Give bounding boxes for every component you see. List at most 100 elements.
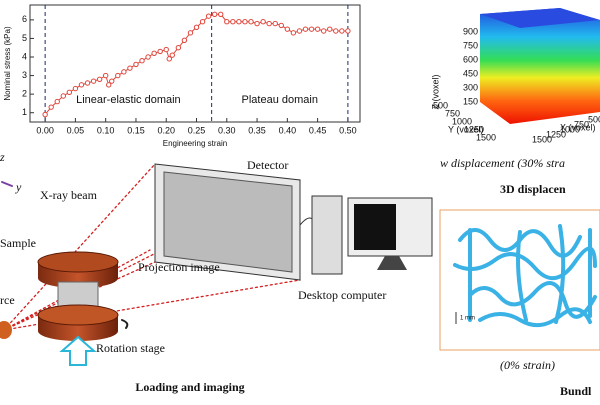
network [453,224,597,328]
y-tick-label: 1250 [464,124,484,134]
point [84,80,91,86]
point [169,52,175,58]
x-tick-label: 0.25 [188,125,206,135]
x-tick-label: 0.00 [36,125,54,135]
x-axis-title: Engineering strain [163,139,227,148]
point [236,19,242,25]
point [166,56,172,62]
y-tick-label: 5 [22,33,27,43]
point [109,78,115,84]
title: 3D displacen [500,182,566,196]
point [193,24,200,30]
caption: (0% strain) [500,358,555,372]
point [327,26,333,32]
y-tick-label: 6 [22,14,27,24]
point [218,11,224,17]
point [163,46,169,53]
axis-title: Z (voxel) [430,74,440,109]
y-tick-label: 1500 [476,132,496,142]
point [121,69,127,75]
bundle-panel: 1 mm (0% strain) Bundl [439,209,600,398]
point [272,20,278,27]
axis-title: Y (voxel) [448,124,483,134]
x-tick-label: 0.45 [309,125,327,135]
label: X-ray beam [40,188,98,202]
z-tick-label: 750 [463,40,478,50]
displacement-cube: Z (voxel) 900 750 600 450 300 150 Y (voxel) X… [430,8,600,196]
x-tick-label: 0.05 [67,125,85,135]
imaging-diagram: z y X-ray beam Sample rce Detector Proje… [0,150,433,394]
point [345,28,351,34]
label: Detector [247,158,288,172]
y-tick-label: 4 [22,51,27,61]
label: rce [0,293,15,307]
label: Projection image [138,260,220,274]
axis-label: z [0,150,5,164]
y-tick-label: 1 [22,107,27,117]
point [145,54,151,60]
point [96,76,103,82]
load-arrow [59,335,97,366]
label: Desktop computer [298,288,386,302]
point [133,61,139,68]
z-tick-label: 900 [463,26,478,36]
caption: w displacement (30% stra [440,156,565,170]
point [339,28,345,34]
point [42,111,48,118]
caption: Loading and imaging [135,380,244,394]
point [151,50,157,56]
y-tick-label: 500 [433,100,448,110]
point [260,19,266,25]
y-tick-label: 3 [22,70,27,80]
label: Rotation stage [96,341,165,355]
annotation: Linear-elastic domain [76,94,181,106]
point [48,104,54,110]
point [308,26,315,32]
point [224,19,230,25]
rotation-stage [37,304,119,326]
axis-label: y [15,180,22,194]
point [90,78,97,84]
point [242,19,248,25]
axis-arrow [1,181,13,187]
point [115,72,121,79]
x-tick-label: 1500 [532,134,552,144]
monitor-screen [354,204,396,250]
x-tick-label: 0.40 [279,125,297,135]
y-tick-label: 750 [445,108,460,118]
monitor-stand [377,256,407,270]
x-tick-label: 0.50 [339,125,357,135]
point [278,22,284,29]
point [175,45,182,51]
point [60,93,67,99]
point [230,19,236,25]
point [106,82,112,88]
axis-title: X (voxel) [560,122,596,132]
stress-strain-chart: 1 2 3 4 5 6 0.00 0.05 0.10 0.15 0.20 0.25 0.30 0.35 0.… [3,4,361,148]
point [205,13,212,19]
point [302,26,309,32]
point [102,72,109,79]
point [78,82,85,88]
z-tick-label: 150 [463,96,478,106]
scale-label: 1 mm [460,316,475,322]
annotation: Plateau domain [242,94,318,106]
point [72,85,79,92]
plot-frame [29,4,361,123]
point [199,19,206,25]
projection [163,171,293,273]
point [54,98,60,105]
source [0,321,12,339]
point [127,65,133,71]
x-tick-label: 0.20 [157,125,175,135]
point [254,20,260,27]
point [157,48,163,55]
x-tick-label: 1000 [560,124,580,134]
x-tick-label: 0.10 [97,125,115,135]
z-tick-label: 450 [463,68,478,78]
cube [480,8,600,124]
x-tick-label: 0.35 [248,125,266,135]
x-tick-label: 0.30 [218,125,236,135]
title: Bundl [560,384,592,398]
